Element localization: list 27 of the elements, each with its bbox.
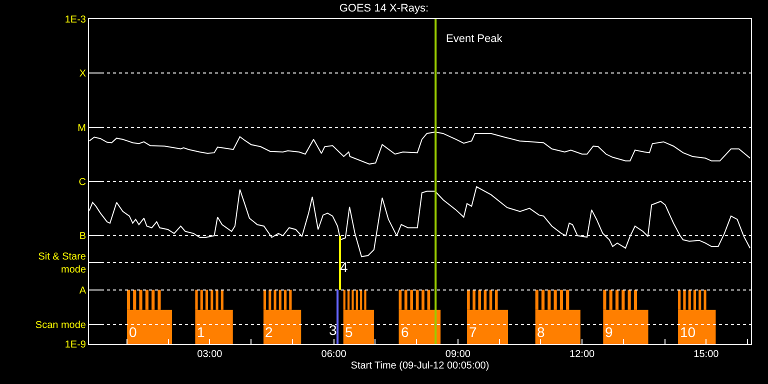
x-tick-label: 06:00 (321, 349, 347, 360)
band-label: 1 (197, 324, 205, 340)
band-label: 10 (680, 324, 696, 340)
band-label: 5 (345, 324, 353, 340)
x-tick-label: 12:00 (570, 349, 596, 360)
band-label: 8 (537, 324, 545, 340)
y-tick-label: A (79, 285, 86, 296)
y-tick-label: 1E-3 (64, 14, 86, 26)
band-label: 6 (401, 324, 409, 340)
y-tick-label: C (78, 177, 86, 188)
x-axis-title: Start Time (09-Jul-12 00:05:00) (350, 360, 490, 372)
y-tick-label: X (79, 68, 86, 80)
band-label: 0 (129, 324, 137, 340)
annotation: 3 (329, 322, 337, 338)
band-label: 7 (469, 324, 477, 340)
x-tick-label: 09:00 (445, 349, 471, 360)
y-tick-label: M (78, 122, 86, 134)
y-tick-label: Sit & Stare mode (38, 251, 86, 276)
y-tick-label: Scan mode (35, 320, 86, 331)
y-tick-label: 1E-9 (64, 340, 86, 350)
band-label: 2 (265, 324, 273, 340)
chart-title: GOES 14 X-Rays: (339, 2, 429, 15)
y-tick-label: B (79, 231, 86, 242)
x-tick-label: 03:00 (197, 349, 223, 360)
band-label: 9 (605, 324, 613, 340)
x-tick-label: 15:00 (694, 349, 720, 360)
ref-line-label: Event Peak (446, 33, 503, 45)
